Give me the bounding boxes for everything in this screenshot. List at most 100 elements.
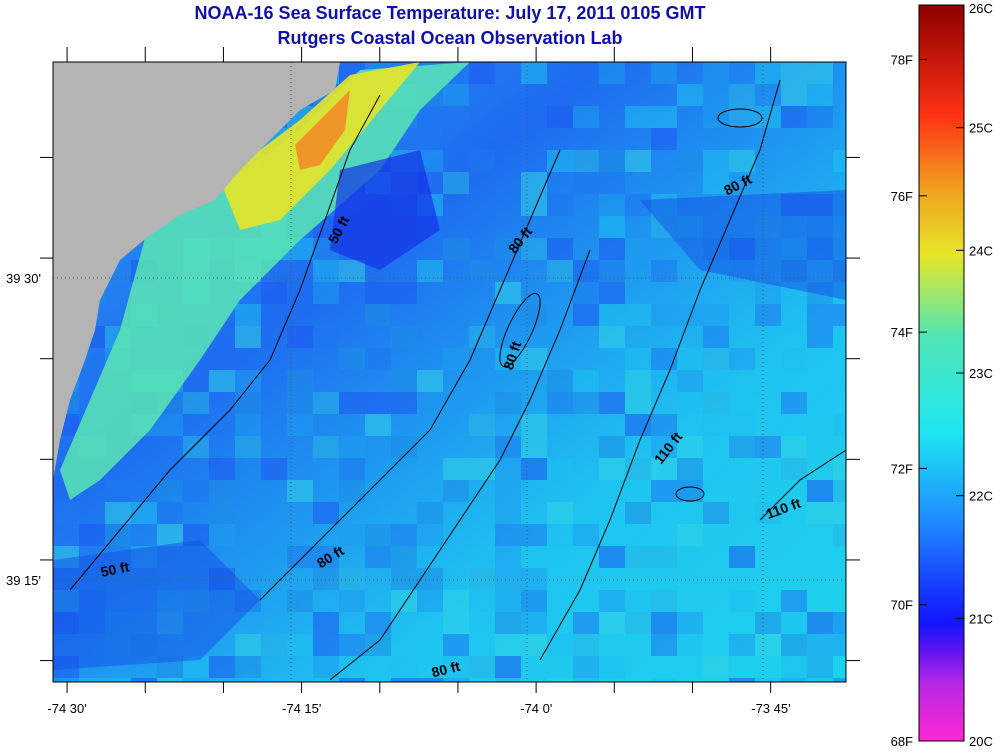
warm-water-orange [295, 90, 350, 170]
sst-cell [703, 84, 729, 106]
sst-cell [521, 524, 547, 546]
sst-cell [339, 634, 365, 656]
sst-cell [443, 480, 469, 502]
sst-cell [391, 436, 417, 458]
sst-cell [755, 304, 781, 326]
sst-cell [625, 304, 651, 326]
sst-cell [443, 238, 469, 260]
sst-cell [183, 392, 209, 414]
sst-cell [573, 612, 599, 634]
sst-cell [755, 612, 781, 634]
sst-cell [313, 568, 339, 590]
sst-cell [391, 524, 417, 546]
sst-cell [729, 348, 755, 370]
fahrenheit-tick-label: 78F [891, 53, 913, 68]
sst-cell [443, 458, 469, 480]
sst-cell [625, 348, 651, 370]
sst-cell [651, 590, 677, 612]
sst-cell [573, 524, 599, 546]
sst-cell [573, 656, 599, 678]
sst-cell [235, 436, 261, 458]
x-axis-labels: -74 30' -74 15' -74 0' -73 45' [47, 701, 790, 716]
sst-cell [469, 656, 495, 678]
sst-cell [833, 524, 846, 546]
sst-cell [677, 612, 703, 634]
sst-cell [703, 414, 729, 436]
sst-cell [703, 370, 729, 392]
contour-label: 80 ft [430, 658, 462, 681]
sst-cell [599, 260, 625, 282]
sst-cell [833, 150, 846, 172]
sst-cell [677, 480, 703, 502]
sst-cell [183, 480, 209, 502]
sst-cell [625, 194, 651, 216]
sst-cell [625, 392, 651, 414]
sst-cell [495, 392, 521, 414]
sst-cell [703, 656, 729, 678]
sst-cell [105, 502, 131, 524]
sst-cell [833, 678, 846, 682]
sst-cell [365, 282, 391, 304]
sst-cell [287, 370, 313, 392]
fahrenheit-tick-label: 70F [891, 598, 913, 613]
sst-cell [651, 106, 677, 128]
sst-cell [833, 502, 846, 524]
sst-cell [391, 546, 417, 568]
celsius-tick-label: 23C [969, 366, 993, 381]
sst-cell [417, 260, 443, 282]
sst-cell [339, 480, 365, 502]
sst-cell [781, 62, 807, 84]
sst-cell [287, 326, 313, 348]
sst-cell [599, 326, 625, 348]
land-area [53, 62, 340, 480]
sst-cell [235, 392, 261, 414]
sst-cell [651, 348, 677, 370]
sst-cell [365, 392, 391, 414]
sst-cell [651, 304, 677, 326]
sst-cell [729, 84, 755, 106]
sst-cell [807, 326, 833, 348]
sst-cell [391, 326, 417, 348]
sst-cell [547, 502, 573, 524]
sst-cell [625, 612, 651, 634]
sst-cell [469, 414, 495, 436]
sst-cell [651, 612, 677, 634]
sst-cell [729, 106, 755, 128]
sst-cell [677, 634, 703, 656]
sst-cell [703, 106, 729, 128]
sst-cell [651, 436, 677, 458]
sst-cell [755, 678, 781, 682]
sst-cell [287, 590, 313, 612]
sst-cell [547, 238, 573, 260]
contour-island-2 [675, 486, 705, 502]
sst-cell [781, 634, 807, 656]
sst-cell [469, 62, 495, 84]
sst-cell [209, 656, 235, 678]
sst-cell [547, 634, 573, 656]
map-frame [52, 61, 847, 683]
sst-cell [339, 678, 365, 682]
sst-cell [599, 172, 625, 194]
sst-cell [781, 590, 807, 612]
fahrenheit-tick-label: 74F [891, 325, 913, 340]
sst-cell [573, 282, 599, 304]
sst-cell [729, 150, 755, 172]
sst-cell [313, 612, 339, 634]
sst-cell [443, 678, 469, 682]
sst-cell [625, 106, 651, 128]
sst-cell [651, 634, 677, 656]
sst-cell [625, 590, 651, 612]
x-tick-label: -74 0' [520, 701, 552, 716]
sst-cell [495, 524, 521, 546]
sst-cell [573, 304, 599, 326]
sst-cell [495, 480, 521, 502]
sst-cell [781, 436, 807, 458]
sst-cell [105, 480, 131, 502]
sst-cell [365, 634, 391, 656]
sst-cell [781, 84, 807, 106]
sst-cell [833, 414, 846, 436]
sst-cell [651, 480, 677, 502]
y-axis-labels: 39 30' 39 15' [6, 271, 41, 588]
sst-cell [183, 436, 209, 458]
sst-cell [807, 656, 833, 678]
